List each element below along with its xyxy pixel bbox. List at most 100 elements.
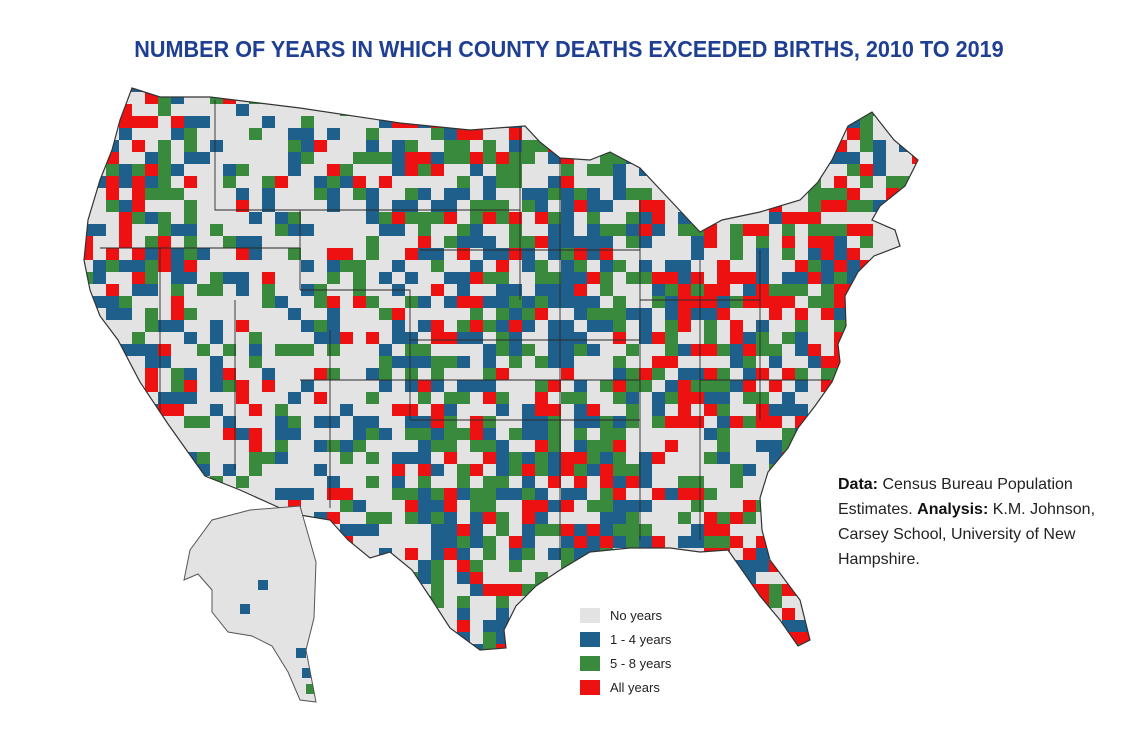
county-cell [808, 512, 825, 526]
county-cell [340, 164, 357, 178]
county-cell [782, 512, 801, 527]
county-cell [470, 128, 483, 141]
county-cell [665, 188, 684, 202]
county-cell [769, 176, 790, 194]
county-cell [522, 608, 538, 622]
county-cell [834, 656, 847, 671]
county-cell [496, 368, 511, 383]
county-cell [171, 104, 187, 117]
county-cell [106, 572, 119, 589]
county-cell [93, 128, 112, 147]
county-cell [561, 560, 579, 573]
county-cell [600, 128, 620, 144]
county-cell [84, 608, 95, 621]
county-cell [678, 620, 697, 638]
county-cell [522, 236, 538, 248]
county-cell [431, 536, 444, 549]
county-cell [600, 584, 614, 596]
county-cell [119, 536, 139, 552]
county-cell [704, 116, 721, 134]
county-cell [392, 452, 408, 465]
county-cell [600, 224, 617, 239]
county-cell [808, 236, 824, 250]
county-cell [84, 284, 94, 299]
county-cell [769, 632, 787, 649]
county-cell [158, 260, 173, 275]
county-cell [314, 88, 335, 94]
county-cell [93, 500, 108, 516]
county-cell [84, 404, 96, 418]
county-cell [717, 176, 734, 191]
county-cell [236, 644, 251, 650]
county-cell [678, 632, 694, 647]
county-cell [899, 380, 917, 398]
county-cell [860, 440, 880, 452]
county-cell [873, 656, 887, 674]
county-cell [808, 284, 825, 297]
county-cell [717, 128, 735, 145]
county-cell [106, 476, 127, 494]
county-cell [314, 620, 329, 633]
county-cell [860, 320, 877, 339]
county-cell [899, 344, 914, 363]
county-cell [613, 428, 629, 443]
county-cell [626, 368, 640, 381]
county-cell [84, 380, 93, 399]
county-cell [483, 368, 500, 382]
county-cell [418, 176, 435, 188]
county-cell [717, 380, 732, 394]
county-cell [899, 200, 918, 219]
county-cell [730, 92, 744, 104]
legend-swatch-low [580, 631, 600, 647]
county-cell [444, 392, 461, 407]
county-cell [236, 416, 252, 429]
county-cell [171, 536, 184, 550]
county-cell [496, 356, 513, 370]
county-cell [587, 572, 608, 591]
county-cell [717, 572, 733, 584]
county-cell [392, 380, 408, 395]
county-cell [392, 200, 406, 214]
county-cell [84, 572, 93, 584]
county-cell [84, 116, 96, 134]
county-cell [106, 380, 123, 398]
county-cell [197, 344, 214, 356]
county-cell [704, 572, 718, 584]
county-cell [743, 608, 763, 622]
county-cell [483, 428, 498, 440]
county-cell [795, 512, 810, 524]
county-cell [860, 296, 879, 309]
county-cell [106, 440, 122, 457]
county-cell [431, 572, 447, 584]
county-cell [561, 140, 579, 156]
county-cell [691, 656, 710, 670]
county-cell [93, 356, 114, 373]
county-cell [431, 584, 444, 598]
county-cell [912, 104, 918, 121]
county-cell [314, 572, 330, 591]
county-cell [743, 248, 760, 261]
county-cell [379, 284, 393, 298]
county-cell [834, 644, 850, 650]
county-cell [145, 596, 164, 612]
county-cell [652, 236, 668, 249]
county-cell [262, 416, 275, 428]
county-cell [84, 464, 95, 478]
county-cell [847, 572, 866, 591]
source-credit: Data: Census Bureau Population Estimates… [838, 476, 1096, 568]
county-cell [600, 188, 617, 202]
county-cell [171, 176, 186, 190]
county-cell [756, 176, 777, 191]
county-cell [301, 296, 314, 308]
county-cell [93, 476, 106, 493]
county-cell [808, 572, 825, 586]
county-cell [899, 224, 914, 236]
county-cell [860, 428, 873, 445]
county-cell [327, 224, 342, 237]
county-cell [223, 104, 240, 116]
county-cell [158, 596, 178, 614]
county-cell [431, 656, 445, 673]
county-cell [899, 88, 918, 99]
county-cell [756, 188, 777, 203]
